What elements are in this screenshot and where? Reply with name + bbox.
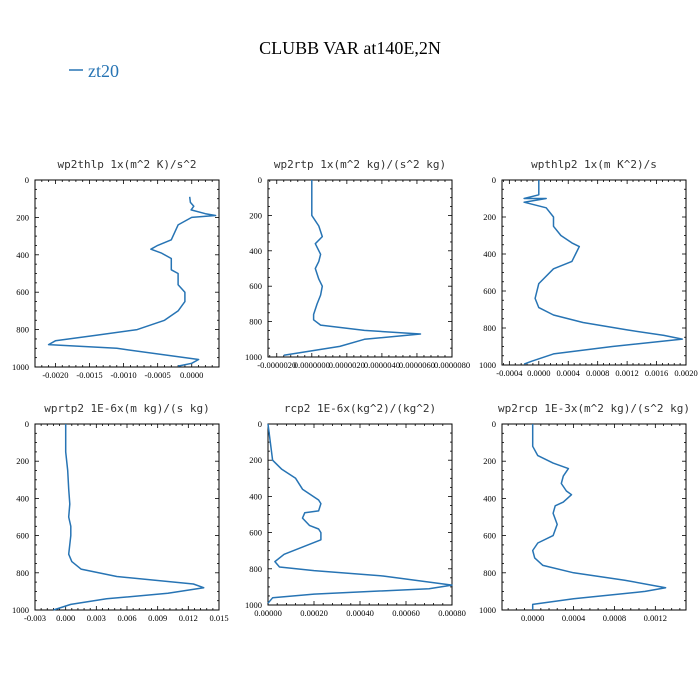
plot-frame — [34, 423, 220, 611]
series-line-zt20 — [47, 196, 217, 367]
x-tick-label: 0.0008 — [586, 368, 609, 378]
panel-grid: wp2thlp 1x(m^2 K)/s^202004006008001000-0… — [12, 158, 698, 623]
y-tick-label: 600 — [483, 531, 496, 541]
panel-title: wp2thlp 1x(m^2 K)/s^2 — [57, 158, 196, 171]
x-tick-label: -0.0010 — [110, 370, 136, 380]
x-tick-label: 0.00000 — [254, 608, 282, 618]
x-tick-label: 0.00080 — [438, 608, 466, 618]
y-tick-label: 400 — [249, 491, 262, 501]
y-tick-label: 200 — [483, 456, 496, 466]
y-tick-label: 1000 — [479, 360, 496, 370]
y-tick-label: 400 — [16, 250, 29, 260]
x-tick-label: -0.0015 — [76, 370, 102, 380]
plot-frame — [267, 423, 453, 606]
x-tick-label: 0.0000040 — [364, 360, 400, 370]
chart-panel: wp2rtp 1x(m^2 kg)/(s^2 kg) 0 200 400 600 800 1… — [245, 158, 470, 370]
panel-title: wpthlp2 1x(m K^2)/s — [531, 158, 657, 171]
y-tick-label: 0 — [25, 419, 29, 429]
x-tick-label: 0.0000 — [527, 368, 550, 378]
y-tick-label: 400 — [483, 493, 496, 503]
x-tick-label: 0.0000020 — [329, 360, 365, 370]
y-tick-label: 0 — [258, 419, 262, 429]
y-tick-label: 0 — [492, 419, 496, 429]
x-tick-label: -0.0020 — [42, 370, 68, 380]
y-tick-label: 400 — [16, 493, 29, 503]
y-tick-label: 0 — [258, 175, 262, 185]
y-tick-label: 800 — [249, 317, 262, 327]
x-tick-label: -0.0004 — [496, 368, 523, 378]
plot-frame — [501, 179, 687, 366]
figure-title: CLUBB VAR at140E,2N — [259, 38, 441, 58]
x-tick-label: 0.0004 — [557, 368, 581, 378]
y-tick-label: 800 — [483, 323, 496, 333]
y-tick-label: 200 — [16, 212, 29, 222]
x-tick-label: 0.00020 — [300, 608, 328, 618]
x-tick-label: 0.015 — [209, 613, 228, 623]
y-tick-label: 400 — [483, 249, 496, 259]
chart-panel: rcp2 1E-6x(kg^2)/(kg^2) 0 200 400 600 800 1000… — [245, 402, 466, 618]
series-line-zt20 — [523, 180, 684, 365]
y-tick-label: 400 — [249, 246, 262, 256]
x-tick-label: 0.00040 — [346, 608, 374, 618]
x-tick-label: 0.0012 — [615, 368, 638, 378]
panel-title: rcp2 1E-6x(kg^2)/(kg^2) — [284, 402, 436, 415]
y-tick-label: 1000 — [12, 605, 29, 615]
plot-frame — [34, 179, 220, 368]
x-tick-label: 0.009 — [148, 613, 167, 623]
x-tick-label: 0.012 — [179, 613, 198, 623]
series-line-zt20 — [53, 424, 205, 611]
y-tick-label: 600 — [16, 287, 29, 297]
y-tick-label: 800 — [16, 325, 29, 335]
legend-label: zt20 — [88, 61, 119, 81]
x-tick-label: 0.0000 — [180, 370, 203, 380]
y-tick-label: 600 — [249, 281, 262, 291]
figure-legend: zt20 — [69, 61, 119, 81]
series-line-zt20 — [267, 423, 453, 604]
x-tick-label: 0.00060 — [392, 608, 420, 618]
y-tick-label: 200 — [16, 456, 29, 466]
y-tick-label: 600 — [16, 531, 29, 541]
x-tick-label: 0.0000060 — [399, 360, 435, 370]
y-tick-label: 0 — [25, 175, 29, 185]
y-tick-label: 1000 — [12, 362, 29, 372]
x-tick-label: 0.0016 — [645, 368, 668, 378]
y-tick-label: 800 — [483, 568, 496, 578]
x-tick-label: 0.006 — [117, 613, 136, 623]
chart-panel: wp2thlp 1x(m^2 K)/s^2 0 200 400 600 800 1000 -0… — [12, 158, 220, 380]
y-tick-label: 1000 — [245, 352, 262, 362]
x-tick-label: 0.0000080 — [434, 360, 470, 370]
x-tick-label: 0.0000 — [521, 613, 544, 623]
series-line-zt20 — [283, 180, 422, 356]
y-tick-label: 600 — [483, 286, 496, 296]
series-line-zt20 — [531, 424, 667, 610]
x-tick-label: 0.0008 — [603, 613, 626, 623]
panel-title: wprtp2 1E-6x(m kg)/(s kg) — [44, 402, 210, 415]
y-tick-label: 200 — [483, 212, 496, 222]
x-tick-label: 0.000 — [56, 613, 75, 623]
chart-panel: wpthlp2 1x(m K^2)/s 0 200 400 600 800 1000-0.0… — [479, 158, 698, 378]
x-tick-label: 0.0004 — [562, 613, 586, 623]
y-tick-label: 600 — [249, 528, 262, 538]
x-tick-label: -0.0000020 — [257, 360, 296, 370]
plot-frame — [501, 423, 687, 611]
chart-panel: wp2rcp 1E-3x(m^2 kg)/(s^2 kg)0 200 400 600 8… — [479, 402, 690, 623]
panel-title: wp2rcp 1E-3x(m^2 kg)/(s^2 kg) — [498, 402, 690, 415]
chart-panel: wprtp2 1E-6x(m kg)/(s kg) 0 200 400 600 800 10… — [12, 402, 229, 623]
x-tick-label: 0.0000000 — [294, 360, 330, 370]
y-tick-label: 200 — [249, 455, 262, 465]
y-tick-label: 0 — [492, 175, 496, 185]
y-tick-label: 200 — [249, 210, 262, 220]
y-tick-label: 800 — [249, 564, 262, 574]
x-tick-label: -0.0005 — [145, 370, 171, 380]
x-tick-label: 0.0020 — [674, 368, 697, 378]
panel-title: wp2rtp 1x(m^2 kg)/(s^2 kg) — [274, 158, 446, 171]
x-tick-label: 0.0012 — [644, 613, 667, 623]
y-tick-label: 1000 — [479, 605, 496, 615]
x-tick-label: 0.003 — [87, 613, 106, 623]
y-tick-label: 800 — [16, 568, 29, 578]
x-tick-label: -0.003 — [24, 613, 46, 623]
y-tick-label: 1000 — [245, 600, 262, 610]
